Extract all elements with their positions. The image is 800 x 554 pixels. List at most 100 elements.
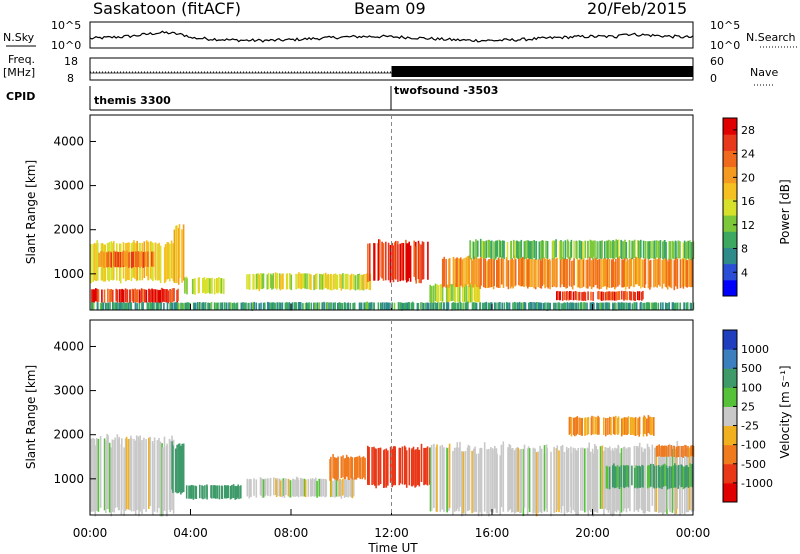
heatmap-cell (575, 450, 577, 515)
heatmap-cell (649, 416, 651, 435)
heatmap-cell (686, 302, 689, 310)
heatmap-cell (92, 289, 94, 303)
heatmap-cell (164, 244, 167, 282)
heatmap-cell (464, 450, 467, 516)
heatmap-cell (533, 302, 535, 310)
heatmap-cell (96, 288, 99, 303)
heatmap-cell (637, 240, 639, 257)
colorbar-swatch (723, 330, 737, 350)
heatmap-cell (194, 302, 197, 310)
heatmap-cell (686, 465, 688, 487)
heatmap-cell (615, 258, 617, 288)
heatmap-cell (151, 251, 153, 267)
heatmap-cell (606, 240, 608, 259)
heatmap-cell (323, 273, 325, 290)
heatmap-cell (479, 258, 481, 289)
heatmap-cell (258, 274, 261, 291)
heatmap-cell (660, 445, 662, 457)
heatmap-cell (429, 447, 432, 512)
heatmap-cell (314, 273, 317, 290)
heatmap-cell (97, 439, 100, 512)
heatmap-cell (463, 284, 466, 302)
heatmap-cell (130, 302, 133, 310)
heatmap-cell (683, 240, 686, 259)
heatmap-cell (607, 302, 609, 310)
heatmap-cell (344, 273, 347, 290)
heatmap-cell (615, 466, 617, 488)
heatmap-cell (659, 466, 661, 489)
heatmap-cell (450, 284, 453, 302)
heatmap-cell (550, 451, 552, 517)
heatmap-cell (353, 302, 356, 311)
heatmap-cell (291, 302, 294, 310)
heatmap-cell (383, 449, 386, 488)
heatmap-cell (366, 301, 368, 310)
heatmap-cell (479, 302, 482, 310)
colorbar-swatch (723, 263, 737, 281)
heatmap-cell (337, 456, 339, 479)
heatmap-cell (219, 302, 222, 311)
heatmap-cell (635, 465, 637, 488)
heatmap-cell (350, 273, 353, 290)
heatmap-cell (299, 478, 302, 497)
heatmap-cell (664, 463, 666, 487)
heatmap-cell (107, 302, 110, 310)
heatmap-cell (601, 291, 603, 301)
heatmap-cell (674, 463, 676, 488)
heatmap-cell (227, 485, 230, 498)
heatmap-cell (607, 291, 610, 301)
heatmap-cell (641, 464, 643, 488)
y-tick-label: 1000 (53, 472, 84, 486)
heatmap-cell (202, 485, 204, 500)
heatmap-cell (582, 241, 584, 260)
heatmap-cell (634, 292, 636, 301)
heatmap-cell (517, 447, 519, 512)
heatmap-cell (339, 302, 342, 310)
heatmap-cell (626, 258, 629, 287)
heatmap-cell (282, 478, 285, 496)
heatmap-cell (124, 288, 127, 303)
heatmap-cell (537, 451, 540, 514)
heatmap-cell (667, 444, 670, 457)
heatmap-cell (534, 448, 536, 514)
x-tick-label: 04:00 (173, 526, 208, 540)
heatmap-cell (490, 302, 492, 310)
heatmap-cell (635, 302, 638, 310)
heatmap-cell (479, 238, 482, 257)
heatmap-cell (439, 284, 442, 301)
heatmap-cell (468, 286, 470, 304)
heatmap-cell (497, 302, 500, 310)
heatmap-cell (147, 251, 149, 267)
heatmap-cell (590, 302, 593, 310)
heatmap-cell (347, 273, 349, 290)
heatmap-cell (204, 485, 206, 499)
heatmap-cell (544, 302, 546, 310)
heatmap-cell (570, 291, 572, 300)
heatmap-cell (576, 258, 579, 288)
heatmap-cell (605, 465, 608, 489)
heatmap-cell (535, 258, 537, 288)
colorbar-tick-label: 500 (741, 362, 762, 375)
heatmap-cell (289, 273, 291, 290)
heatmap-cell (285, 478, 287, 496)
heatmap-cell (540, 448, 543, 514)
heatmap-cell (90, 438, 93, 512)
heatmap-cell (297, 479, 300, 498)
heatmap-cell (422, 242, 425, 280)
heatmap-cell (509, 259, 512, 289)
heatmap-cell (197, 302, 200, 310)
heatmap-cell (646, 302, 648, 310)
heatmap-cell (649, 260, 651, 290)
heatmap-cell (556, 291, 558, 301)
heatmap-cell (448, 443, 451, 508)
heatmap-cell (665, 259, 668, 288)
heatmap-cell (568, 257, 571, 287)
heatmap-cell (648, 465, 651, 488)
heatmap-cell (580, 447, 582, 511)
heatmap-cell (658, 256, 660, 285)
heatmap-cell (613, 291, 615, 301)
y-tick-label: 4000 (53, 339, 84, 353)
heatmap-cell (213, 278, 216, 295)
heatmap-cell (199, 302, 201, 310)
heatmap-cell (477, 258, 480, 288)
